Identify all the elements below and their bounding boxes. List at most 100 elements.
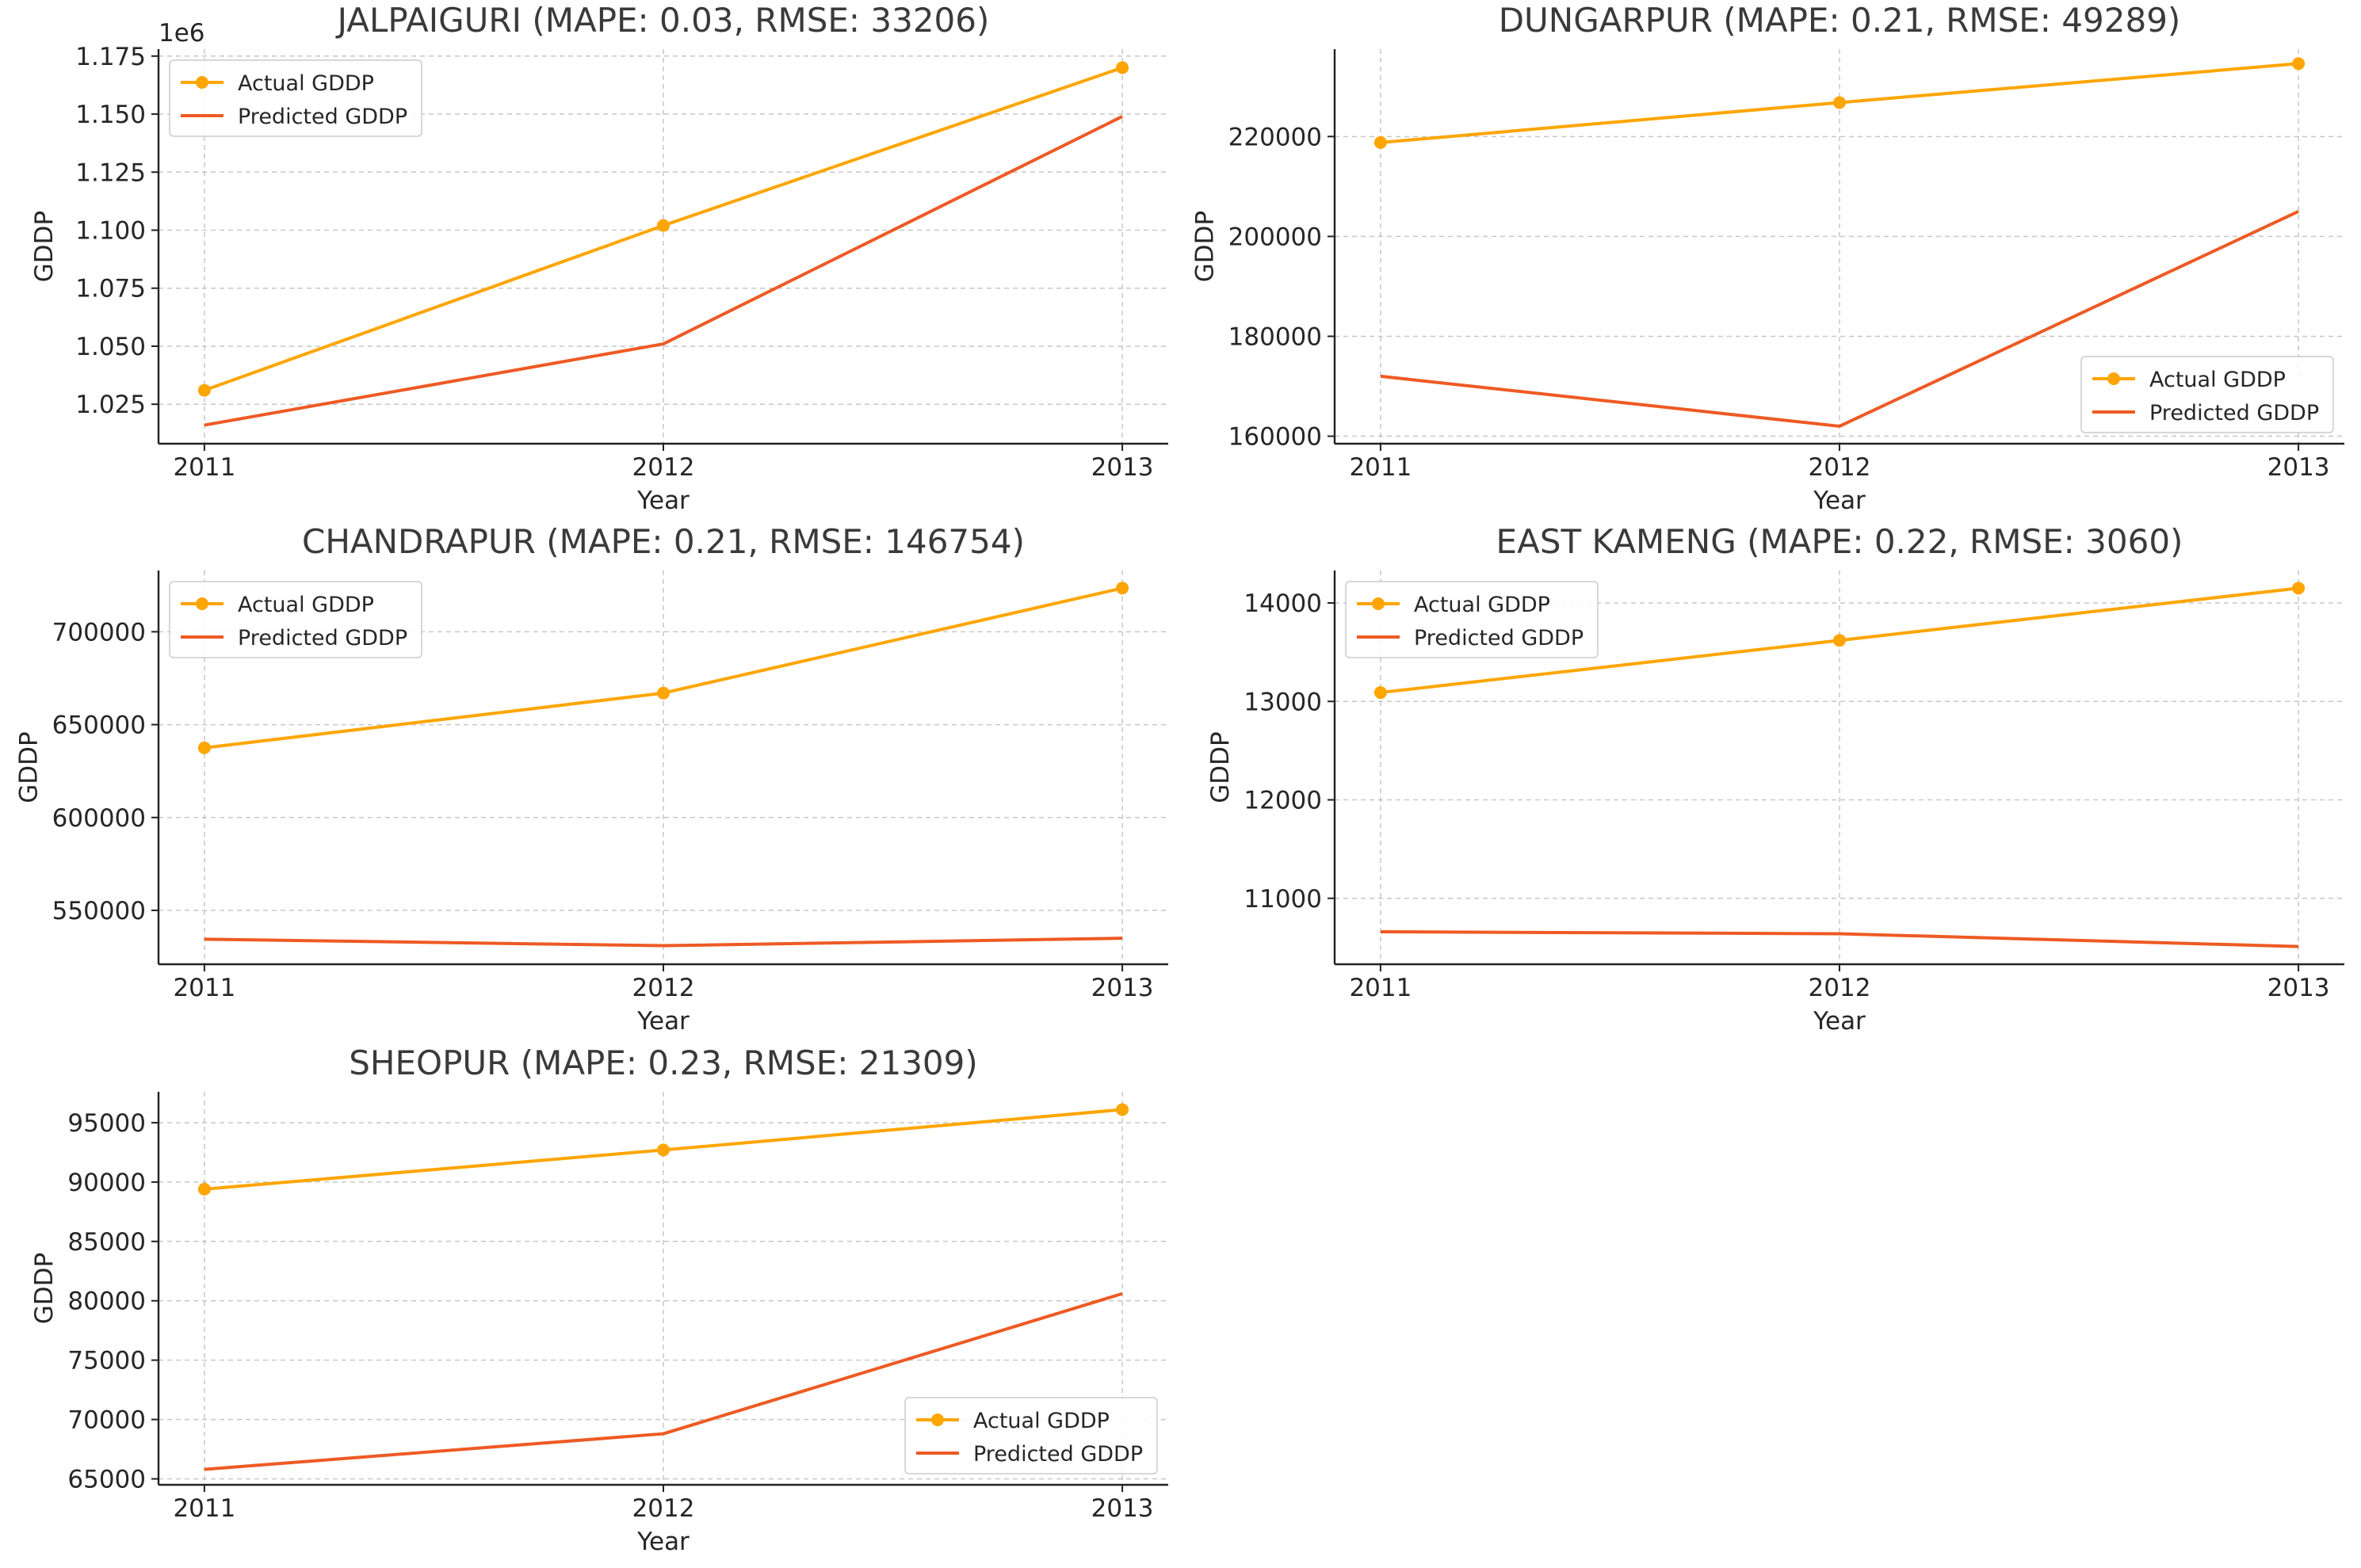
series-line-predicted: [1380, 929, 2299, 948]
chart-title: CHANDRAPUR (MAPE: 0.21, RMSE: 146754): [302, 522, 1025, 561]
chart-panel: 2011 2012 2013 65000 70000 75000 80000 85000 900…: [30, 1043, 1168, 1556]
x-tick-label: 2011: [173, 974, 235, 1002]
x-tick-label: 2013: [2267, 453, 2330, 482]
y-tick-label: 13000: [1244, 688, 1322, 716]
legend-label: Actual GDDP: [973, 1409, 1110, 1433]
x-tick-label: 2011: [1349, 974, 1412, 1002]
y-tick-label: 12000: [1244, 787, 1322, 815]
y-axis-label: GDDP: [30, 1253, 59, 1324]
legend-label: Predicted GDDP: [238, 626, 407, 650]
y-tick-label: 160000: [1228, 423, 1322, 452]
legend-box: [169, 581, 422, 658]
legend-box: [2080, 356, 2334, 433]
y-tick-label: 200000: [1228, 223, 1322, 251]
legend-marker-actual: [196, 597, 208, 610]
data-point-actual: [2292, 582, 2306, 595]
x-tick-label: 2011: [173, 1494, 235, 1523]
chart-panel: 2011 2012 2013 160000 180000 200000 220000 Year…: [1191, 1, 2344, 515]
legend: Actual GDDP Predicted GDDP: [169, 581, 422, 658]
y-tick-label: 700000: [52, 618, 146, 647]
legend-label: Predicted GDDP: [238, 105, 407, 129]
y-tick-label: 650000: [52, 712, 146, 740]
y-axis-label: GDDP: [15, 731, 44, 803]
legend: Actual GDDP Predicted GDDP: [2080, 356, 2334, 433]
y-offset-label: 1e6: [159, 19, 205, 48]
data-point-actual: [197, 741, 211, 754]
data-point-actual: [1373, 686, 1387, 700]
data-point-actual: [1373, 135, 1387, 149]
data-point-actual: [657, 1143, 670, 1157]
y-tick-label: 14000: [1244, 589, 1322, 618]
x-axis-label: Year: [636, 1528, 690, 1556]
x-axis-label: Year: [636, 486, 690, 515]
x-tick-label: 2013: [1091, 1494, 1154, 1523]
y-tick-label: 600000: [52, 804, 146, 833]
chart-title: SHEOPUR (MAPE: 0.23, RMSE: 21309): [349, 1043, 978, 1082]
chart-panel: 2011 2012 2013 11000 12000 13000 14000 Year GDDP…: [1206, 522, 2344, 1036]
x-tick-label: 2013: [2267, 974, 2330, 1002]
y-tick-label: 1.075: [75, 275, 146, 303]
data-point-actual: [2292, 57, 2306, 71]
x-tick-label: 2012: [632, 974, 695, 1002]
legend-marker-actual: [2107, 372, 2120, 385]
legend-marker-actual: [931, 1413, 944, 1426]
y-tick-label: 1.125: [75, 158, 146, 187]
legend-marker-actual: [196, 76, 208, 89]
x-tick-label: 2011: [173, 453, 235, 482]
data-point-actual: [1833, 96, 1846, 109]
legend: Actual GDDP Predicted GDDP: [169, 59, 422, 137]
y-tick-label: 1.025: [75, 391, 146, 419]
data-point-actual: [657, 219, 670, 232]
y-tick-label: 65000: [67, 1466, 146, 1494]
chart-panel: 2011 2012 2013 1.025 1.050 1.075 1.100 1.125 1.1…: [30, 1, 1168, 515]
y-axis-label: GDDP: [1191, 211, 1220, 282]
legend-label: Predicted GDDP: [973, 1442, 1143, 1467]
y-axis-label: GDDP: [30, 211, 59, 282]
y-tick-label: 80000: [67, 1288, 146, 1316]
y-tick-label: 550000: [52, 897, 146, 925]
data-point-actual: [197, 1182, 211, 1196]
chart-title: JALPAIGURI (MAPE: 0.03, RMSE: 33206): [335, 1, 990, 40]
x-tick-label: 2012: [632, 1494, 695, 1523]
legend-label: Actual GDDP: [238, 593, 374, 617]
data-point-actual: [197, 383, 211, 397]
x-tick-label: 2012: [1809, 453, 1871, 482]
x-tick-label: 2011: [1349, 453, 1412, 482]
legend-label: Actual GDDP: [1414, 593, 1550, 617]
y-tick-label: 70000: [67, 1406, 146, 1435]
x-axis-label: Year: [1813, 486, 1866, 515]
y-tick-label: 1.050: [75, 333, 146, 361]
chart-title: DUNGARPUR (MAPE: 0.21, RMSE: 49289): [1499, 1, 2181, 40]
series-line-predicted: [1380, 210, 2299, 428]
y-tick-label: 75000: [67, 1347, 146, 1375]
x-axis-label: Year: [636, 1007, 690, 1036]
legend-box: [169, 59, 422, 137]
y-tick-label: 85000: [67, 1228, 146, 1257]
legend-label: Actual GDDP: [238, 71, 374, 96]
data-point-actual: [1116, 582, 1129, 595]
legend-marker-actual: [1372, 597, 1385, 610]
x-tick-label: 2013: [1091, 453, 1154, 482]
series-line-predicted: [204, 115, 1123, 427]
data-point-actual: [1116, 61, 1129, 74]
y-tick-label: 90000: [67, 1169, 146, 1197]
x-tick-label: 2012: [632, 453, 695, 482]
legend-box: [904, 1397, 1158, 1475]
legend-label: Actual GDDP: [2149, 368, 2286, 392]
y-tick-label: 220000: [1228, 123, 1322, 151]
x-tick-label: 2013: [1091, 974, 1154, 1002]
data-point-actual: [1116, 1103, 1129, 1116]
legend-label: Predicted GDDP: [2149, 401, 2319, 425]
x-tick-label: 2012: [1809, 974, 1871, 1002]
y-tick-label: 1.150: [75, 101, 146, 129]
chart-title: EAST KAMENG (MAPE: 0.22, RMSE: 3060): [1496, 522, 2183, 561]
data-point-actual: [657, 686, 670, 700]
y-axis-label: GDDP: [1206, 731, 1235, 803]
series-line-predicted: [204, 1291, 1123, 1471]
legend-box: [1345, 581, 1599, 658]
y-tick-label: 1.175: [75, 43, 146, 71]
chart-panel: 2011 2012 2013 550000 600000 650000 700000 Year…: [15, 522, 1168, 1036]
x-axis-label: Year: [1813, 1007, 1866, 1036]
